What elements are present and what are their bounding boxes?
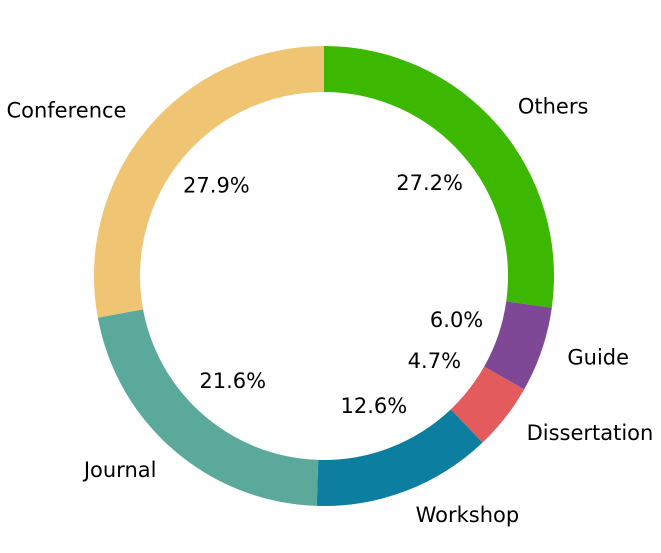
slice-others — [324, 46, 554, 308]
category-label-conference: Conference — [6, 99, 126, 123]
slice-dissertation — [450, 366, 525, 443]
slice-workshop — [316, 409, 483, 506]
slice-conference — [93, 46, 324, 318]
category-label-dissertation: Dissertation — [527, 421, 654, 445]
percent-label-journal: 21.6% — [199, 369, 266, 393]
percent-label-guide: 6.0% — [430, 308, 483, 332]
percent-label-conference: 27.9% — [183, 173, 250, 197]
slice-journal — [97, 309, 319, 506]
percent-label-others: 27.2% — [396, 171, 463, 195]
category-label-others: Others — [518, 94, 589, 118]
percent-label-workshop: 12.6% — [341, 394, 408, 418]
category-label-journal: Journal — [82, 458, 157, 482]
slices-group — [93, 46, 554, 506]
percent-label-dissertation: 4.7% — [408, 349, 461, 373]
labels-group: Others 27.2% Guide 6.0% Dissertation 4.7% Work… — [6, 94, 653, 527]
category-label-workshop: Workshop — [416, 503, 520, 527]
category-label-guide: Guide — [567, 345, 629, 369]
slice-guide — [484, 301, 552, 390]
